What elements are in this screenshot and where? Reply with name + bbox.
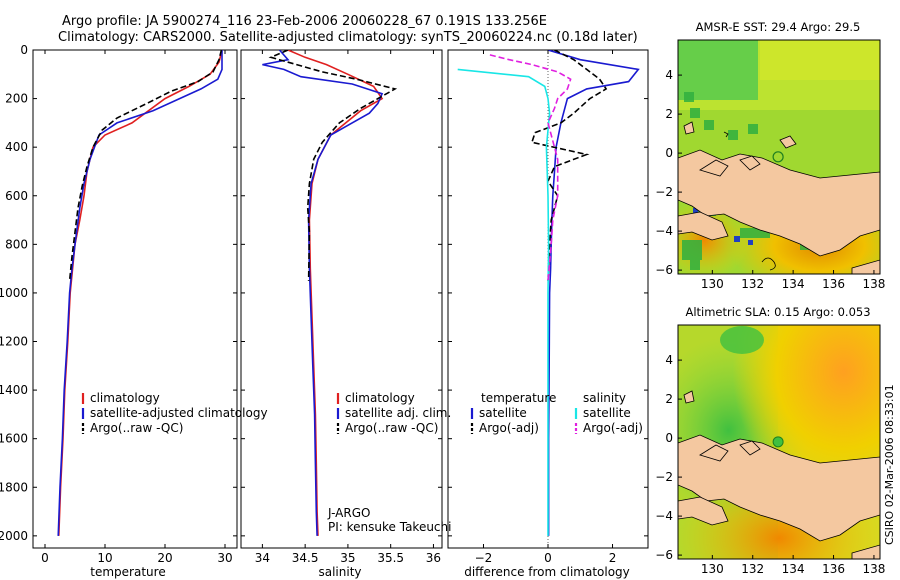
map-y-tick-label: −2 [655, 185, 673, 199]
legend-label: Argo(..raw -QC) [90, 421, 183, 435]
legend-label: Argo(-adj) [583, 421, 643, 435]
map-x-tick-label: 134 [782, 277, 805, 291]
difference-panel: −2 0 2 difference from climatology tempera… [447, 49, 649, 579]
y-tick-label: 1200 [0, 335, 28, 349]
map-x-tick-label: 132 [741, 277, 764, 291]
salinity-xlabel: salinity [318, 565, 361, 579]
sal-series-satellite-adj-clim [262, 50, 384, 536]
x-tick-label: 0 [41, 551, 49, 565]
title-line2: Climatology: CARS2000. Satellite-adjuste… [58, 30, 638, 45]
map-y-tick-label: −2 [655, 470, 673, 484]
x-tick-label: 34 [255, 551, 270, 565]
legend-header-salinity: salinity [583, 391, 626, 405]
sla-map: Altimetric SLA: 0.15 Argo: 0.053 130 132 1… [655, 305, 885, 576]
y-tick-label: 0 [20, 43, 28, 57]
diff-series-salinity-argo-adj [489, 54, 572, 281]
legend-label: climatology [90, 391, 160, 405]
annotation-j-argo: J-ARGO [327, 506, 370, 520]
difference-xlabel: difference from climatology [464, 565, 630, 579]
y-tick-label: 1800 [0, 480, 28, 494]
map-y-tick-label: −4 [655, 509, 673, 523]
y-tick-label: 1000 [0, 286, 28, 300]
sal-series-climatology [287, 50, 384, 536]
map-x-tick-label: 130 [701, 562, 724, 576]
salinity-panel: 34 34.5 35 35.5 36 salinity climatologysatel… [240, 49, 451, 579]
map-y-tick-label: 2 [665, 107, 673, 121]
map-y-tick-label: 0 [665, 431, 673, 445]
legend-label: satellite [583, 406, 631, 420]
temp-series-satellite-adjusted-climatology [57, 50, 223, 536]
map-x-tick-label: 138 [862, 562, 885, 576]
temp-series-argo-raw-qc [68, 50, 223, 281]
sla-map-frame [677, 324, 881, 560]
map-y-tick-label: −6 [655, 263, 673, 277]
legend-label: satellite-adjusted climatology [90, 406, 268, 420]
x-tick-label: 36 [426, 551, 441, 565]
map-x-tick-label: 136 [822, 562, 845, 576]
legend-label: satellite adj. clim. [345, 406, 451, 420]
map-x-tick-label: 132 [741, 562, 764, 576]
temperature-xlabel: temperature [90, 565, 165, 579]
legend-header-temperature: temperature [481, 391, 556, 405]
x-tick-label: 20 [157, 551, 172, 565]
sst-map-frame [677, 39, 881, 275]
y-tick-label: 2000 [0, 529, 28, 543]
salinity-axes-frame [240, 49, 443, 549]
map-y-tick-label: 4 [665, 353, 673, 367]
diff-series-salinity-satellite [457, 68, 551, 536]
x-tick-label: 30 [217, 551, 232, 565]
legend-label: Argo(-adj) [479, 421, 539, 435]
x-tick-label: 0 [544, 551, 552, 565]
map-y-tick-label: 2 [665, 392, 673, 406]
y-tick-label: 200 [5, 92, 28, 106]
timestamp: CSIRO 02-Mar-2006 08:33:01 [883, 384, 896, 545]
x-tick-label: 10 [97, 551, 112, 565]
y-tick-label: 600 [5, 189, 28, 203]
temperature-axes-frame [32, 49, 238, 549]
y-tick-label: 400 [5, 140, 28, 154]
x-tick-label: 2 [609, 551, 617, 565]
y-tick-label: 800 [5, 237, 28, 251]
map-y-tick-label: 0 [665, 146, 673, 160]
temperature-panel: 0 10 20 30 0 200 400 600 800 1000 1200 1400 1600 1800… [0, 43, 268, 579]
legend-label: climatology [345, 391, 415, 405]
annotation-pi: PI: kensuke Takeuchi [328, 520, 451, 534]
y-tick-label: 1600 [0, 432, 28, 446]
temp-series-climatology [58, 50, 223, 536]
diff-series-temperature-satellite [547, 50, 640, 536]
x-tick-label: 35 [340, 551, 355, 565]
sal-series-argo-raw-qc [268, 50, 398, 281]
map-y-tick-label: 4 [665, 68, 673, 82]
map-y-tick-label: −6 [655, 548, 673, 562]
sla-argo-marker [772, 436, 784, 448]
x-tick-label: 34.5 [292, 551, 319, 565]
x-tick-label: −2 [475, 551, 493, 565]
sst-argo-marker [772, 151, 784, 163]
map-x-tick-label: 136 [822, 277, 845, 291]
legend-label: satellite [479, 406, 527, 420]
sst-map: AMSR-E SST: 29.4 Argo: 29.5 [655, 20, 885, 291]
map-x-tick-label: 138 [862, 277, 885, 291]
legend-label: Argo(..raw -QC) [345, 421, 438, 435]
y-tick-label: 1400 [0, 383, 28, 397]
x-tick-label: 35.5 [377, 551, 404, 565]
sla-map-title: Altimetric SLA: 0.15 Argo: 0.053 [685, 305, 870, 319]
title-line1: Argo profile: JA 5900274_116 23-Feb-2006… [62, 14, 547, 29]
map-x-tick-label: 134 [782, 562, 805, 576]
map-x-tick-label: 130 [701, 277, 724, 291]
sst-map-title: AMSR-E SST: 29.4 Argo: 29.5 [696, 20, 861, 34]
sst-map-field [678, 40, 880, 274]
map-y-tick-label: −4 [655, 224, 673, 238]
